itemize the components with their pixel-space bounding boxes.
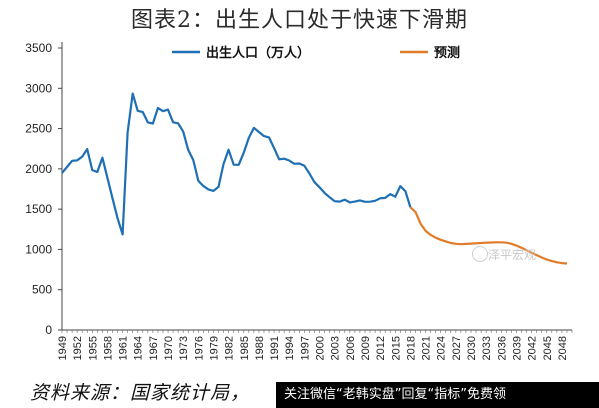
x-tick-label: 1949 [57, 336, 69, 360]
y-tick-label: 0 [45, 323, 52, 337]
x-tick-label: 1952 [72, 336, 84, 360]
x-tick-label: 1961 [118, 336, 130, 360]
legend-label-forecast: 预测 [434, 45, 460, 61]
follow-banner: 关注微信“老韩实盘”回复“指标”免费领 [276, 382, 599, 408]
y-tick-label: 500 [32, 283, 52, 297]
x-tick-label: 1994 [284, 336, 296, 360]
x-tick-label: 2024 [436, 336, 448, 360]
x-tick-label: 1982 [224, 336, 236, 360]
x-tick-label: 2030 [466, 336, 478, 360]
source-note: 资料来源：国家统计局， [30, 382, 251, 404]
x-tick-label: 2015 [390, 336, 402, 360]
x-tick-label: 2000 [315, 336, 327, 360]
series-line-births [61, 92, 412, 236]
x-tick-label: 2036 [496, 336, 508, 360]
x-tick-label: 2021 [421, 336, 433, 360]
watermark-icon [472, 246, 488, 262]
x-tick-label: 1991 [269, 336, 281, 360]
x-tick-label: 1955 [87, 336, 99, 360]
x-tick-label: 2027 [451, 336, 463, 360]
x-tick-label: 1973 [178, 336, 190, 360]
x-tick-label: 1976 [193, 336, 205, 360]
y-tick-label: 1500 [25, 202, 52, 216]
x-tick-label: 2018 [405, 336, 417, 360]
x-tick-label: 1988 [254, 336, 266, 360]
legend-label-births: 出生人口（万人） [206, 45, 310, 61]
x-tick-label: 2003 [330, 336, 342, 360]
x-tick-label: 1979 [208, 336, 220, 360]
x-tick-label: 2006 [345, 336, 357, 360]
x-tick-label: 2048 [557, 336, 569, 360]
x-tick-label: 1970 [163, 336, 175, 360]
y-tick-label: 2000 [25, 162, 52, 176]
title-bar: 图表2：出生人口处于快速下滑期 [0, 0, 599, 33]
series-line-forecast [409, 206, 568, 265]
y-tick-label: 3000 [25, 81, 52, 95]
y-tick-label: 1000 [25, 242, 52, 256]
x-tick-label: 2012 [375, 336, 387, 360]
x-tick-label: 1964 [133, 336, 145, 360]
x-tick-label: 2045 [542, 336, 554, 360]
watermark: 泽平宏观 [488, 248, 537, 262]
chart-title: 图表2：出生人口处于快速下滑期 [131, 8, 468, 33]
x-tick-label: 1997 [299, 336, 311, 360]
x-tick-label: 2033 [481, 336, 493, 360]
x-tick-label: 2009 [360, 336, 372, 360]
x-tick-label: 1985 [239, 336, 251, 360]
x-tick-label: 2039 [511, 336, 523, 360]
x-tick-label: 1967 [148, 336, 160, 360]
x-tick-label: 1958 [102, 336, 114, 360]
x-tick-label: 2042 [527, 336, 539, 360]
y-tick-label: 2500 [25, 122, 52, 136]
y-tick-label: 3500 [25, 41, 52, 55]
